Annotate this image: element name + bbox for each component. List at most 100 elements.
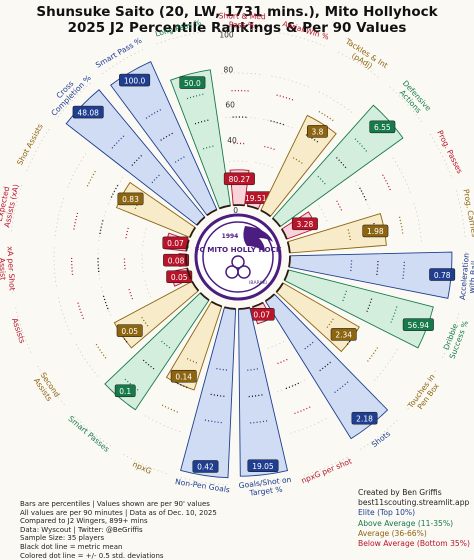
grid-arc [144, 278, 151, 298]
percentile-bar [239, 308, 288, 477]
svg-text:3.8: 3.8 [311, 128, 323, 137]
metric-label: ExpectedAssists (xA) [0, 181, 21, 228]
svg-text:56.94: 56.94 [408, 321, 430, 330]
std-dev-line [74, 211, 78, 229]
svg-text:0.42: 0.42 [197, 463, 214, 472]
metric-label: DribbleSuccess % [439, 316, 470, 360]
value-badge: 2.34 [331, 328, 356, 340]
value-badge: 2.18 [352, 412, 377, 424]
logo-club-name: FC MITO HOLLY HOCK [195, 245, 282, 254]
note-line: Black dot line = metric mean [20, 543, 217, 552]
metric-label: Smart Pass % [94, 36, 143, 70]
grid-arc [101, 287, 111, 316]
scale-tick-label: 60 [225, 101, 235, 110]
credit-site: best11scouting.streamlit.app [358, 498, 470, 508]
metric-label: npxG [131, 459, 153, 476]
grid-arc [271, 76, 309, 87]
inner-ring-arc [239, 308, 250, 309]
svg-text:0.08: 0.08 [168, 256, 185, 265]
grid-arc [414, 203, 421, 242]
note-line: Sample Size: 35 players [20, 534, 217, 543]
note-line: Compared to J2 Wingers, 899+ mins [20, 517, 217, 526]
inner-ring-arc [186, 254, 187, 265]
grid-arc [374, 349, 398, 381]
mean-line [271, 121, 286, 126]
grid-arc [68, 152, 87, 187]
value-badge: 0.14 [171, 370, 196, 382]
grid-arc [143, 226, 148, 246]
metric-label: xA per ShotAssist [0, 246, 17, 291]
std-dev-line [264, 147, 276, 151]
svg-text:50.0: 50.0 [184, 79, 201, 88]
legend-elite: Elite (Top 10%) [358, 508, 470, 518]
svg-text:19.05: 19.05 [252, 462, 274, 471]
metric-label: Shots [370, 429, 392, 449]
grid-arc [319, 92, 353, 113]
legend-below-average: Below Average (Bottom 35%) [358, 539, 470, 549]
grid-arc [393, 158, 411, 194]
metric-label: Short & MedPass % [218, 11, 266, 29]
std-dev-line [277, 95, 295, 100]
svg-text:48.08: 48.08 [77, 108, 99, 117]
mean-line [103, 294, 108, 309]
std-dev-line [124, 256, 125, 269]
grid-arc [289, 418, 326, 433]
value-badge: 0.78 [429, 269, 454, 281]
grid-arc [58, 296, 71, 334]
svg-text:80.27: 80.27 [229, 175, 251, 184]
metric-label: Prog. Passes [435, 129, 464, 175]
value-badge: 0.08 [163, 254, 188, 266]
metric-label: Shot Assists [15, 122, 45, 167]
value-badge: 0.05 [117, 325, 142, 337]
grid-arc [55, 197, 64, 236]
value-badge: 0.83 [118, 193, 143, 205]
grid-arc [319, 205, 328, 224]
mean-line [284, 383, 299, 389]
grid-arc [142, 251, 143, 272]
metric-label: Goals/Shot onTarget % [238, 475, 293, 499]
mean-line [98, 256, 99, 272]
svg-text:2.18: 2.18 [356, 414, 373, 423]
svg-text:0.05: 0.05 [171, 273, 188, 282]
value-badge: 0.07 [163, 237, 188, 249]
logo-region: IBARAKI [249, 280, 267, 286]
metric-label: Prog. Carries [461, 188, 474, 237]
std-dev-line [72, 256, 73, 275]
svg-text:19.51: 19.51 [245, 194, 267, 203]
svg-text:2.34: 2.34 [335, 331, 352, 340]
chart-notes: Bars are percentiles | Values shown are … [20, 500, 217, 560]
std-dev-line [87, 170, 96, 186]
metric-label: Smart Passes [66, 414, 111, 454]
grid-arc [144, 415, 180, 432]
grid-arc [356, 182, 369, 209]
value-badge: 3.28 [292, 218, 317, 230]
metric-label: Aerial Win % [281, 19, 330, 41]
grid-arc [99, 212, 106, 242]
metric-label: npxG per shot [300, 456, 353, 485]
std-dev-line [367, 348, 378, 363]
value-badge: 0.42 [193, 460, 218, 472]
value-badge: 100.0 [119, 74, 150, 86]
credit-author: Created by Ben Griffis [358, 488, 470, 498]
logo-year: 1994 [222, 233, 239, 240]
value-badge: 19.05 [248, 460, 278, 472]
note-line: Bars are percentiles | Values shown are … [20, 500, 217, 509]
svg-text:6.55: 6.55 [374, 123, 391, 132]
grid-arc [76, 343, 98, 376]
grid-arc [255, 163, 275, 169]
value-badge: 50.0 [180, 77, 205, 89]
value-badge: 56.94 [403, 319, 434, 331]
grid-arc [265, 341, 284, 349]
grid-arc [225, 117, 255, 118]
note-line: Colored dot line = +/- 0.5 std. deviatio… [20, 552, 217, 560]
std-dev-line [337, 201, 343, 212]
std-dev-line [161, 404, 178, 412]
metric-label: Touches inPen Box [405, 372, 443, 415]
value-badge: 1.98 [363, 225, 388, 237]
std-dev-line [126, 226, 129, 238]
grid-arc [98, 249, 100, 279]
team-logo: 1994 FC MITO HOLLY HOCK IBARAKI [195, 215, 282, 299]
legend-average: Average (36-66%) [358, 529, 470, 539]
grid-arc [277, 380, 305, 392]
